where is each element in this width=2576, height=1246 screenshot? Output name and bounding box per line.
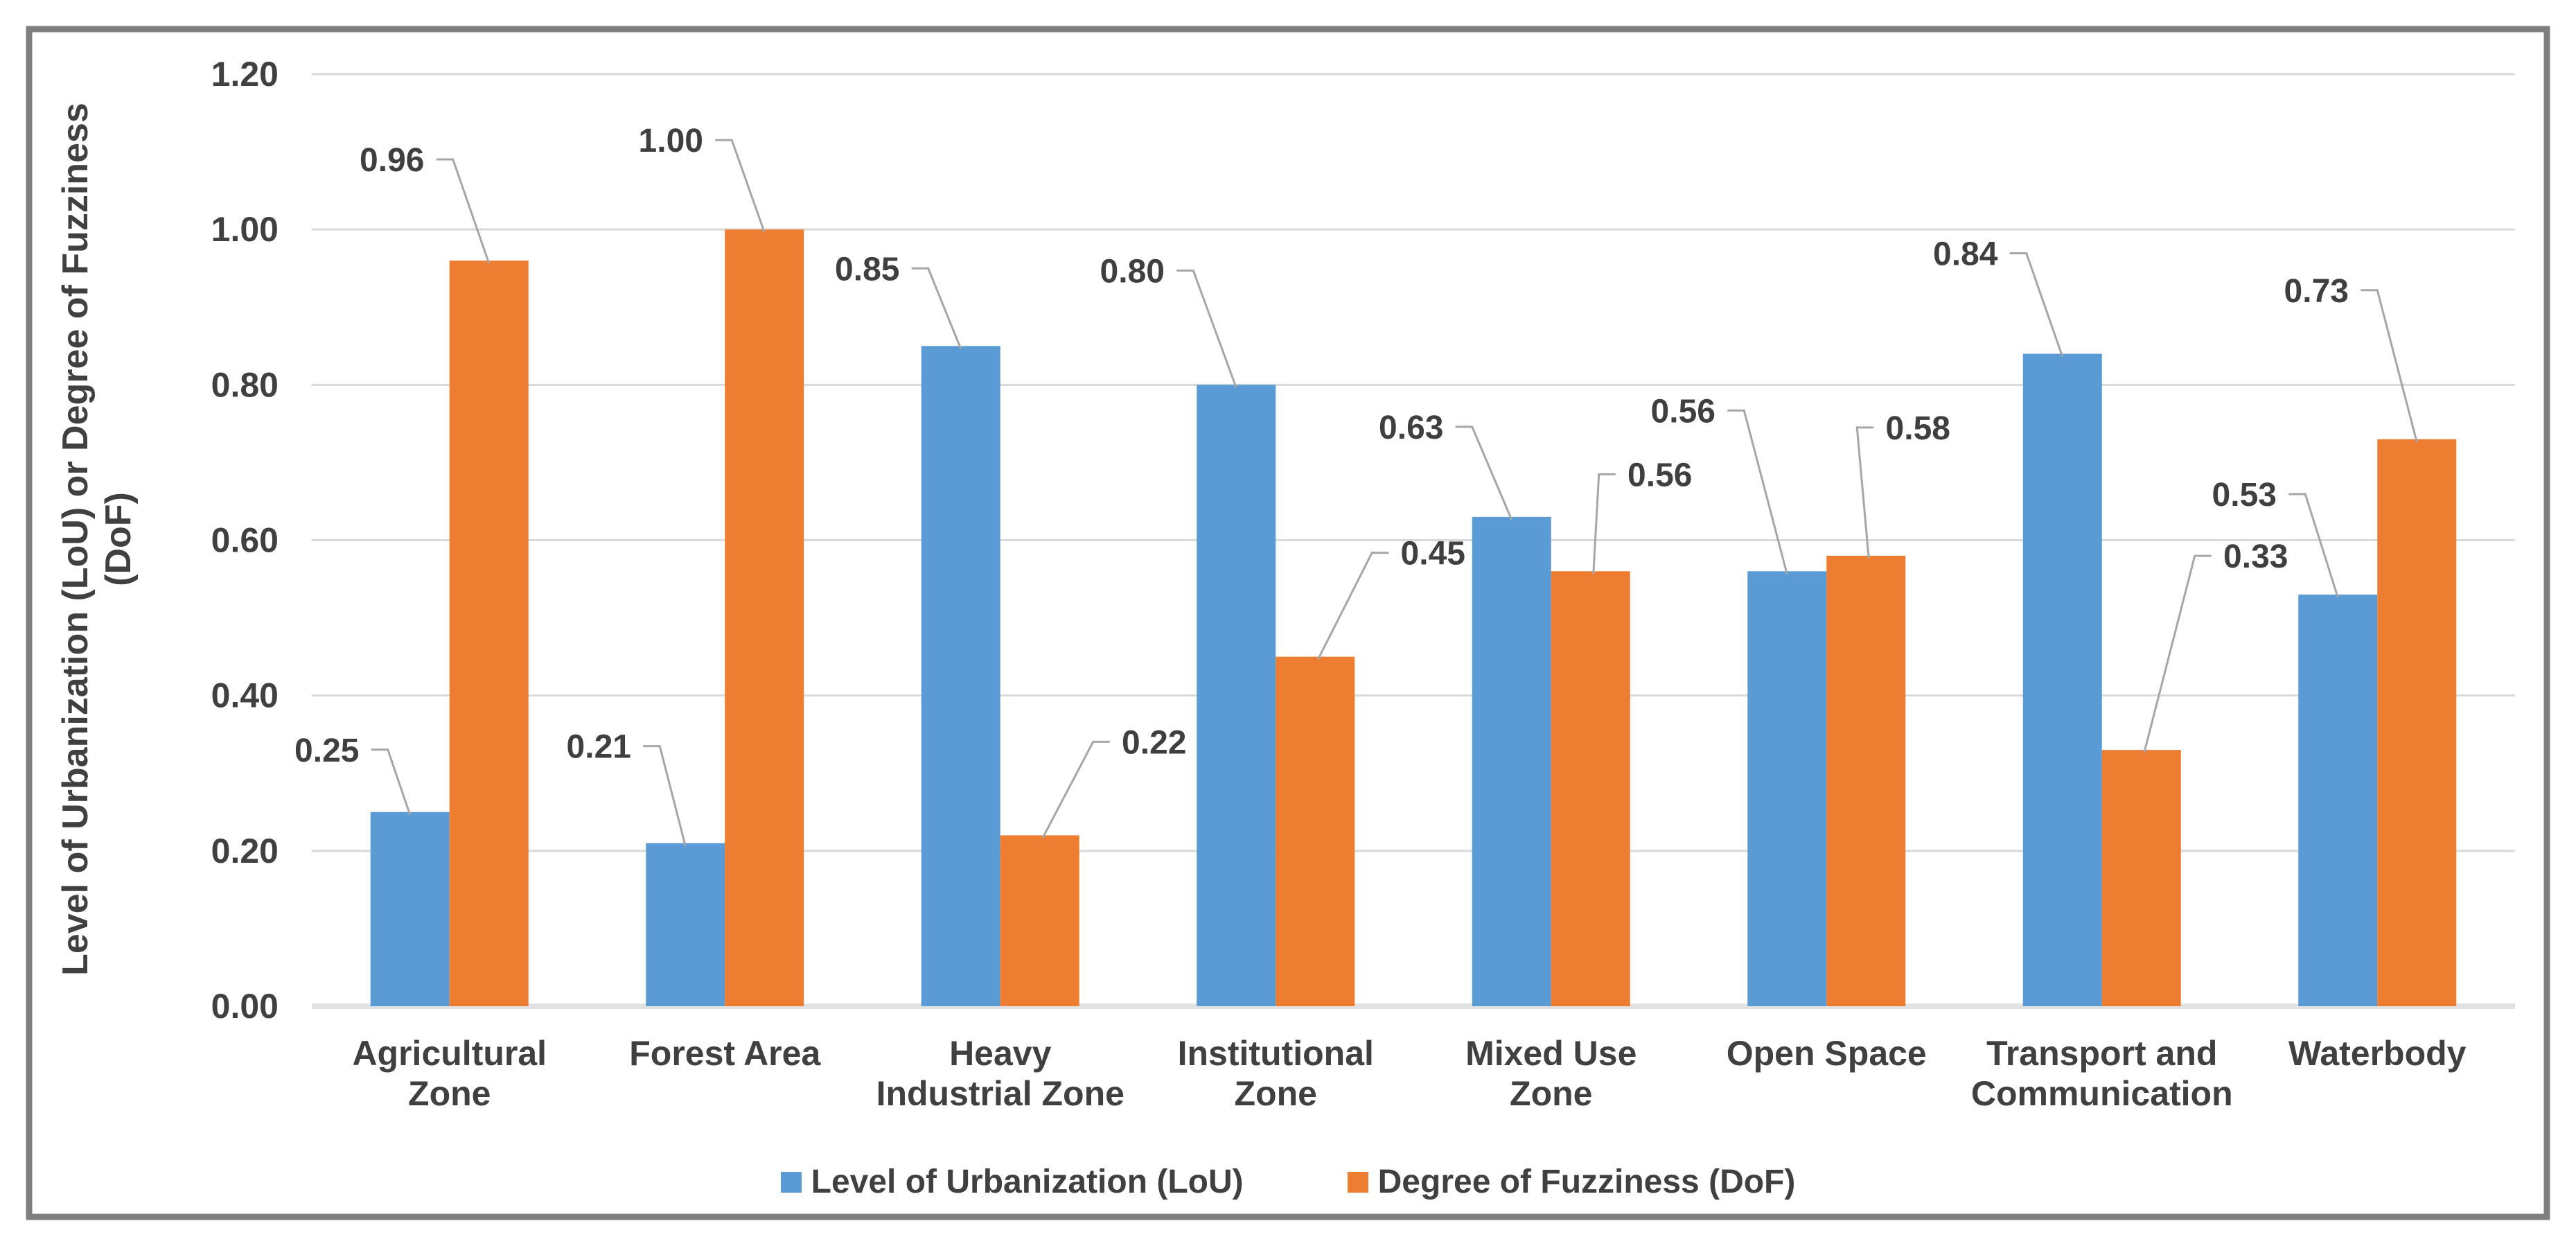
data-label-dof-open-space: 0.58 [1886,410,1950,447]
y-tick-label-0.80: 0.80 [211,365,279,404]
data-label-lou-transport-and-communication: 0.84 [1933,236,1998,273]
legend-label-lou: Level of Urbanization (LoU) [811,1164,1244,1200]
leader-line-lou-mixed-use-zone [1455,425,1513,520]
x-category-label-institutional-zone: Institutional Zone [1178,1034,1374,1113]
y-axis-title-line1: Level of Urbanization (LoU) or Degree of… [55,103,96,976]
legend-item-lou: Level of Urbanization (LoU) [780,1163,1244,1201]
legend-swatch-lou-icon [780,1171,802,1193]
data-label-dof-transport-and-communication: 0.33 [2223,538,2288,575]
legend-swatch-dof-icon [1347,1171,1368,1193]
y-tick-label-0.60: 0.60 [211,521,279,560]
bar-dof-institutional-zone [1276,656,1355,1006]
bar-dof-agricultural-zone [449,261,529,1006]
leader-line-dof-institutional-zone [1316,552,1389,660]
x-category-label-waterbody: Waterbody [2288,1034,2467,1073]
data-label-lou-forest-area: 0.21 [567,729,631,766]
leader-line-lou-agricultural-zone [371,748,412,816]
bar-lou-agricultural-zone [370,811,450,1006]
bar-dof-forest-area [725,229,804,1007]
x-category-label-forest-area: Forest Area [629,1034,821,1073]
leader-line-lou-transport-and-communication [2009,252,2064,357]
data-label-dof-institutional-zone: 0.45 [1401,536,1465,572]
bar-dof-transport-and-communication [2101,750,2181,1006]
bar-lou-mixed-use-zone [1472,516,1551,1006]
x-category-label-mixed-use-zone: Mixed Use Zone [1465,1034,1637,1113]
leader-line-dof-open-space [1855,426,1874,559]
bar-lou-forest-area [646,843,725,1006]
y-tick-label-1.20: 1.20 [211,55,279,94]
leader-line-lou-institutional-zone [1176,269,1237,388]
data-label-lou-open-space: 0.56 [1651,393,1715,430]
y-tick-label-0.40: 0.40 [211,676,279,715]
data-label-lou-agricultural-zone: 0.25 [294,732,359,769]
x-category-label-agricultural-zone: Agricultural Zone [352,1034,547,1113]
leader-line-dof-waterbody [2361,289,2418,443]
leader-line-dof-mixed-use-zone [1592,473,1616,574]
x-category-label-heavy-industrial-zone: Heavy Industrial Zone [876,1034,1124,1113]
bar-lou-heavy-industrial-zone [921,346,1000,1007]
data-label-lou-heavy-industrial-zone: 0.85 [835,251,899,288]
bar-lou-open-space [1747,571,1827,1006]
leader-line-lou-open-space [1727,409,1788,574]
y-tick-label-1.00: 1.00 [211,210,279,249]
data-label-dof-agricultural-zone: 0.96 [360,142,424,179]
data-label-dof-waterbody: 0.73 [2284,273,2349,310]
y-tick-label-0.00: 0.00 [211,987,279,1026]
legend-item-dof: Degree of Fuzziness (DoF) [1347,1163,1796,1201]
leader-line-dof-forest-area [715,139,766,233]
leader-line-dof-agricultural-zone [436,158,491,264]
y-axis-title: Level of Urbanization (LoU) or Degree of… [54,73,140,1006]
leader-line-lou-waterbody [2288,493,2339,598]
legend: Level of Urbanization (LoU) Degree of Fu… [0,1163,2576,1201]
leader-line-lou-forest-area [643,745,687,846]
bar-dof-open-space [1826,555,1906,1006]
bar-dof-heavy-industrial-zone [1000,835,1079,1006]
data-label-dof-heavy-industrial-zone: 0.22 [1122,724,1186,761]
data-label-lou-mixed-use-zone: 0.63 [1379,410,1443,446]
y-tick-label-0.20: 0.20 [211,832,279,870]
bar-lou-waterbody [2298,594,2378,1006]
leader-line-dof-heavy-industrial-zone [1041,740,1110,839]
chart-border [26,26,2550,1220]
bar-lou-transport-and-communication [2022,353,2102,1006]
x-category-label-open-space: Open Space [1727,1034,1927,1073]
data-label-dof-forest-area: 1.00 [639,123,703,159]
y-axis-title-line2: (DoF) [98,492,139,586]
x-axis-line [312,1003,2515,1009]
leader-line-dof-transport-and-communication [2143,554,2212,753]
bar-dof-mixed-use-zone [1551,571,1630,1006]
x-category-label-transport-and-communication: Transport and Communication [1971,1034,2233,1113]
legend-label-dof: Degree of Fuzziness (DoF) [1377,1164,1796,1200]
data-label-lou-waterbody: 0.53 [2212,477,2277,514]
bar-dof-waterbody [2377,439,2457,1006]
data-label-lou-institutional-zone: 0.80 [1100,253,1165,290]
data-label-dof-mixed-use-zone: 0.56 [1627,457,1692,493]
bar-lou-institutional-zone [1197,385,1276,1006]
leader-line-lou-heavy-industrial-zone [911,267,962,349]
